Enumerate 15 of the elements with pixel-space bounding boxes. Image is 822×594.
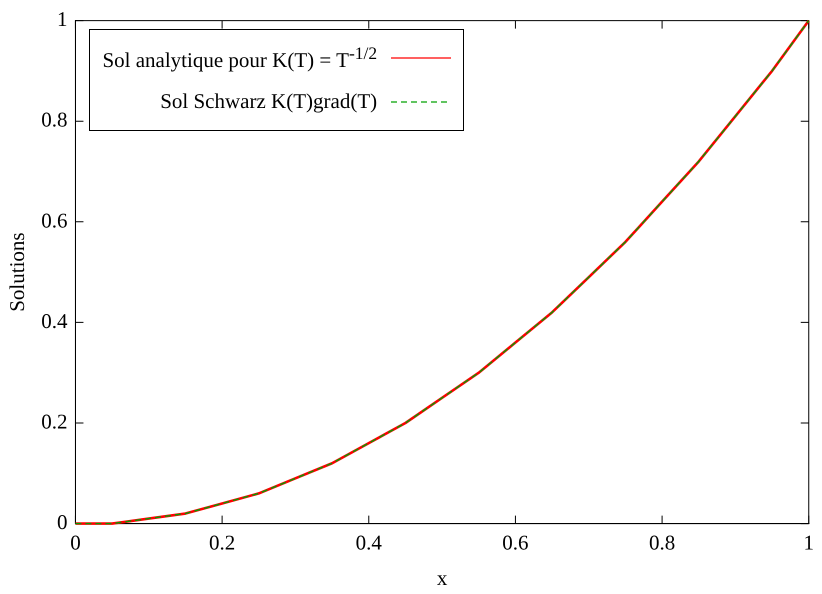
x-tick-label: 0.4 — [356, 530, 382, 555]
y-tick-label: 0.8 — [41, 108, 68, 132]
x-tick-label: 0.6 — [502, 530, 529, 555]
y-tick-label: 0.2 — [41, 410, 68, 434]
legend-label: Sol Schwarz K(T)grad(T) — [160, 89, 378, 114]
y-axis-title: Solutions — [5, 232, 30, 312]
y-tick-label: 0.6 — [41, 208, 68, 232]
legend-label: Sol analytique pour K(T) = T$^{-1/2}$ — [102, 42, 378, 73]
y-tick-label: 1 — [56, 7, 68, 32]
x-tick-label: 0.2 — [208, 530, 236, 555]
x-tick-label: 1 — [804, 530, 814, 555]
y-tick-label: 0.4 — [41, 308, 68, 333]
x-tick-label: 0.8 — [648, 530, 676, 555]
y-tick-label: 0 — [56, 510, 68, 534]
x-axis-title: x — [436, 566, 448, 590]
